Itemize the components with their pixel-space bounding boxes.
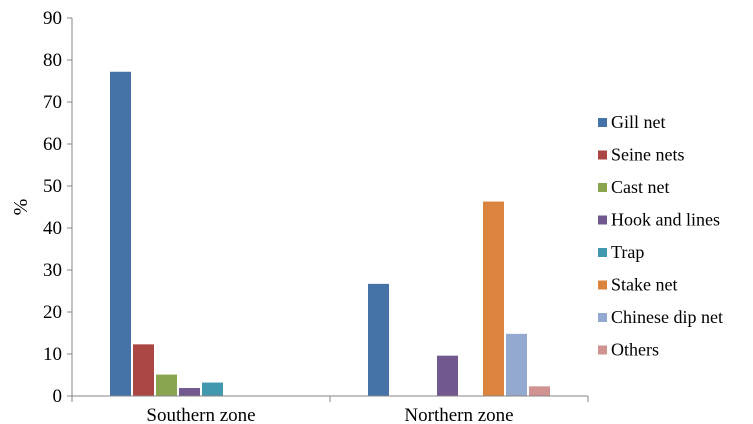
bar-seine-nets [133, 344, 154, 396]
legend: Gill net Seine nets Cast net Hook and lines… [598, 112, 723, 360]
bar-others [529, 386, 550, 396]
y-tick-label: 80 [43, 50, 62, 71]
y-tick-label: 50 [43, 176, 62, 197]
x-category-label: Southern zone [146, 405, 255, 424]
bar-gill-net [368, 283, 389, 396]
legend-label: Seine nets [611, 145, 685, 165]
bar-stake-net [483, 201, 504, 396]
legend-swatch [598, 345, 607, 355]
y-tick-label: 60 [43, 134, 62, 155]
legend-label: Cast net [611, 177, 670, 197]
bar-chinese-dip-net [506, 333, 527, 396]
legend-swatch [598, 280, 607, 290]
legend-swatch [598, 215, 607, 225]
legend-swatch [598, 248, 607, 257]
legend-label: Gill net [611, 112, 666, 132]
legend-label: Others [611, 340, 659, 360]
y-tick-label: 90 [43, 8, 62, 29]
legend-swatch [598, 150, 607, 160]
bar-hook-and-lines [437, 355, 458, 396]
y-axis-label: % [10, 199, 32, 216]
y-tick-label: 40 [43, 218, 62, 239]
legend-label: Hook and lines [611, 210, 720, 230]
x-labels-group: Southern zone Northern zone [146, 405, 513, 424]
y-tick-label: 70 [43, 92, 62, 113]
legend-label: Chinese dip net [611, 307, 723, 327]
bar-trap [202, 382, 223, 396]
y-tick-label: 10 [43, 344, 62, 365]
y-tick-label: 30 [43, 260, 62, 281]
legend-swatch [598, 313, 607, 322]
x-category-label: Northern zone [404, 405, 513, 424]
legend-swatch [598, 183, 607, 192]
y-ticks-group: 0 10 20 30 40 50 60 70 80 90 [43, 8, 589, 407]
y-tick-label: 20 [43, 302, 62, 323]
bar-cast-net [156, 374, 177, 396]
legend-label: Stake net [611, 275, 677, 295]
legend-label: Trap [611, 242, 644, 262]
bar-gill-net [110, 71, 131, 396]
bar-hook-and-lines [179, 388, 200, 396]
y-tick-label: 0 [53, 386, 63, 407]
legend-swatch [598, 118, 607, 127]
bars-group [110, 71, 550, 396]
